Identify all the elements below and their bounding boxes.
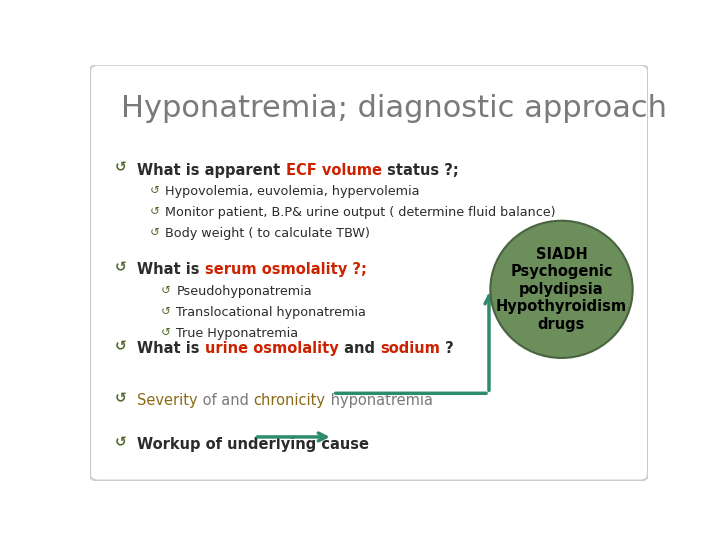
FancyBboxPatch shape [90,65,648,481]
Text: Hypovolemia, euvolemia, hypervolemia: Hypovolemia, euvolemia, hypervolemia [166,185,420,198]
Text: Workup of underlying cause: Workup of underlying cause [138,437,369,452]
Text: ↺: ↺ [115,391,127,405]
Text: Translocational hyponatremia: Translocational hyponatremia [176,306,366,319]
Text: ↺: ↺ [150,184,160,197]
Text: sodium: sodium [380,341,440,356]
Text: ↺: ↺ [115,260,127,274]
Text: ↺: ↺ [115,160,127,174]
Text: ↺: ↺ [161,305,171,318]
Text: and: and [339,341,380,356]
Text: ?: ? [440,341,454,356]
Text: ↺: ↺ [115,435,127,449]
Ellipse shape [490,221,633,358]
Text: ↺: ↺ [161,326,171,339]
Text: Monitor patient, B.P& urine output ( determine fluid balance): Monitor patient, B.P& urine output ( det… [166,206,556,219]
Text: hyponatremia: hyponatremia [325,393,433,408]
Text: ↺: ↺ [150,226,160,239]
Text: urine osmolality: urine osmolality [205,341,339,356]
Text: True Hyponatremia: True Hyponatremia [176,327,299,340]
Text: Severity: Severity [138,393,198,408]
Text: ↺: ↺ [150,205,160,218]
Text: What is: What is [138,262,205,278]
Text: What is: What is [138,341,205,356]
Text: of and: of and [198,393,253,408]
Text: Body weight ( to calculate TBW): Body weight ( to calculate TBW) [166,227,370,240]
Text: What is apparent: What is apparent [138,163,286,178]
Text: Hyponatremia; diagnostic approach: Hyponatremia; diagnostic approach [121,94,667,123]
Text: ECF volume: ECF volume [286,163,382,178]
Text: ↺: ↺ [115,339,127,353]
Text: SIADH
Psychogenic
polydipsia
Hypothyroidism
drugs: SIADH Psychogenic polydipsia Hypothyroid… [496,247,627,332]
Text: Pseudohyponatremia: Pseudohyponatremia [176,285,312,298]
Text: status ?;: status ?; [382,163,459,178]
Text: chronicity: chronicity [253,393,325,408]
Text: serum osmolality ?;: serum osmolality ?; [205,262,367,278]
Text: ↺: ↺ [161,284,171,297]
